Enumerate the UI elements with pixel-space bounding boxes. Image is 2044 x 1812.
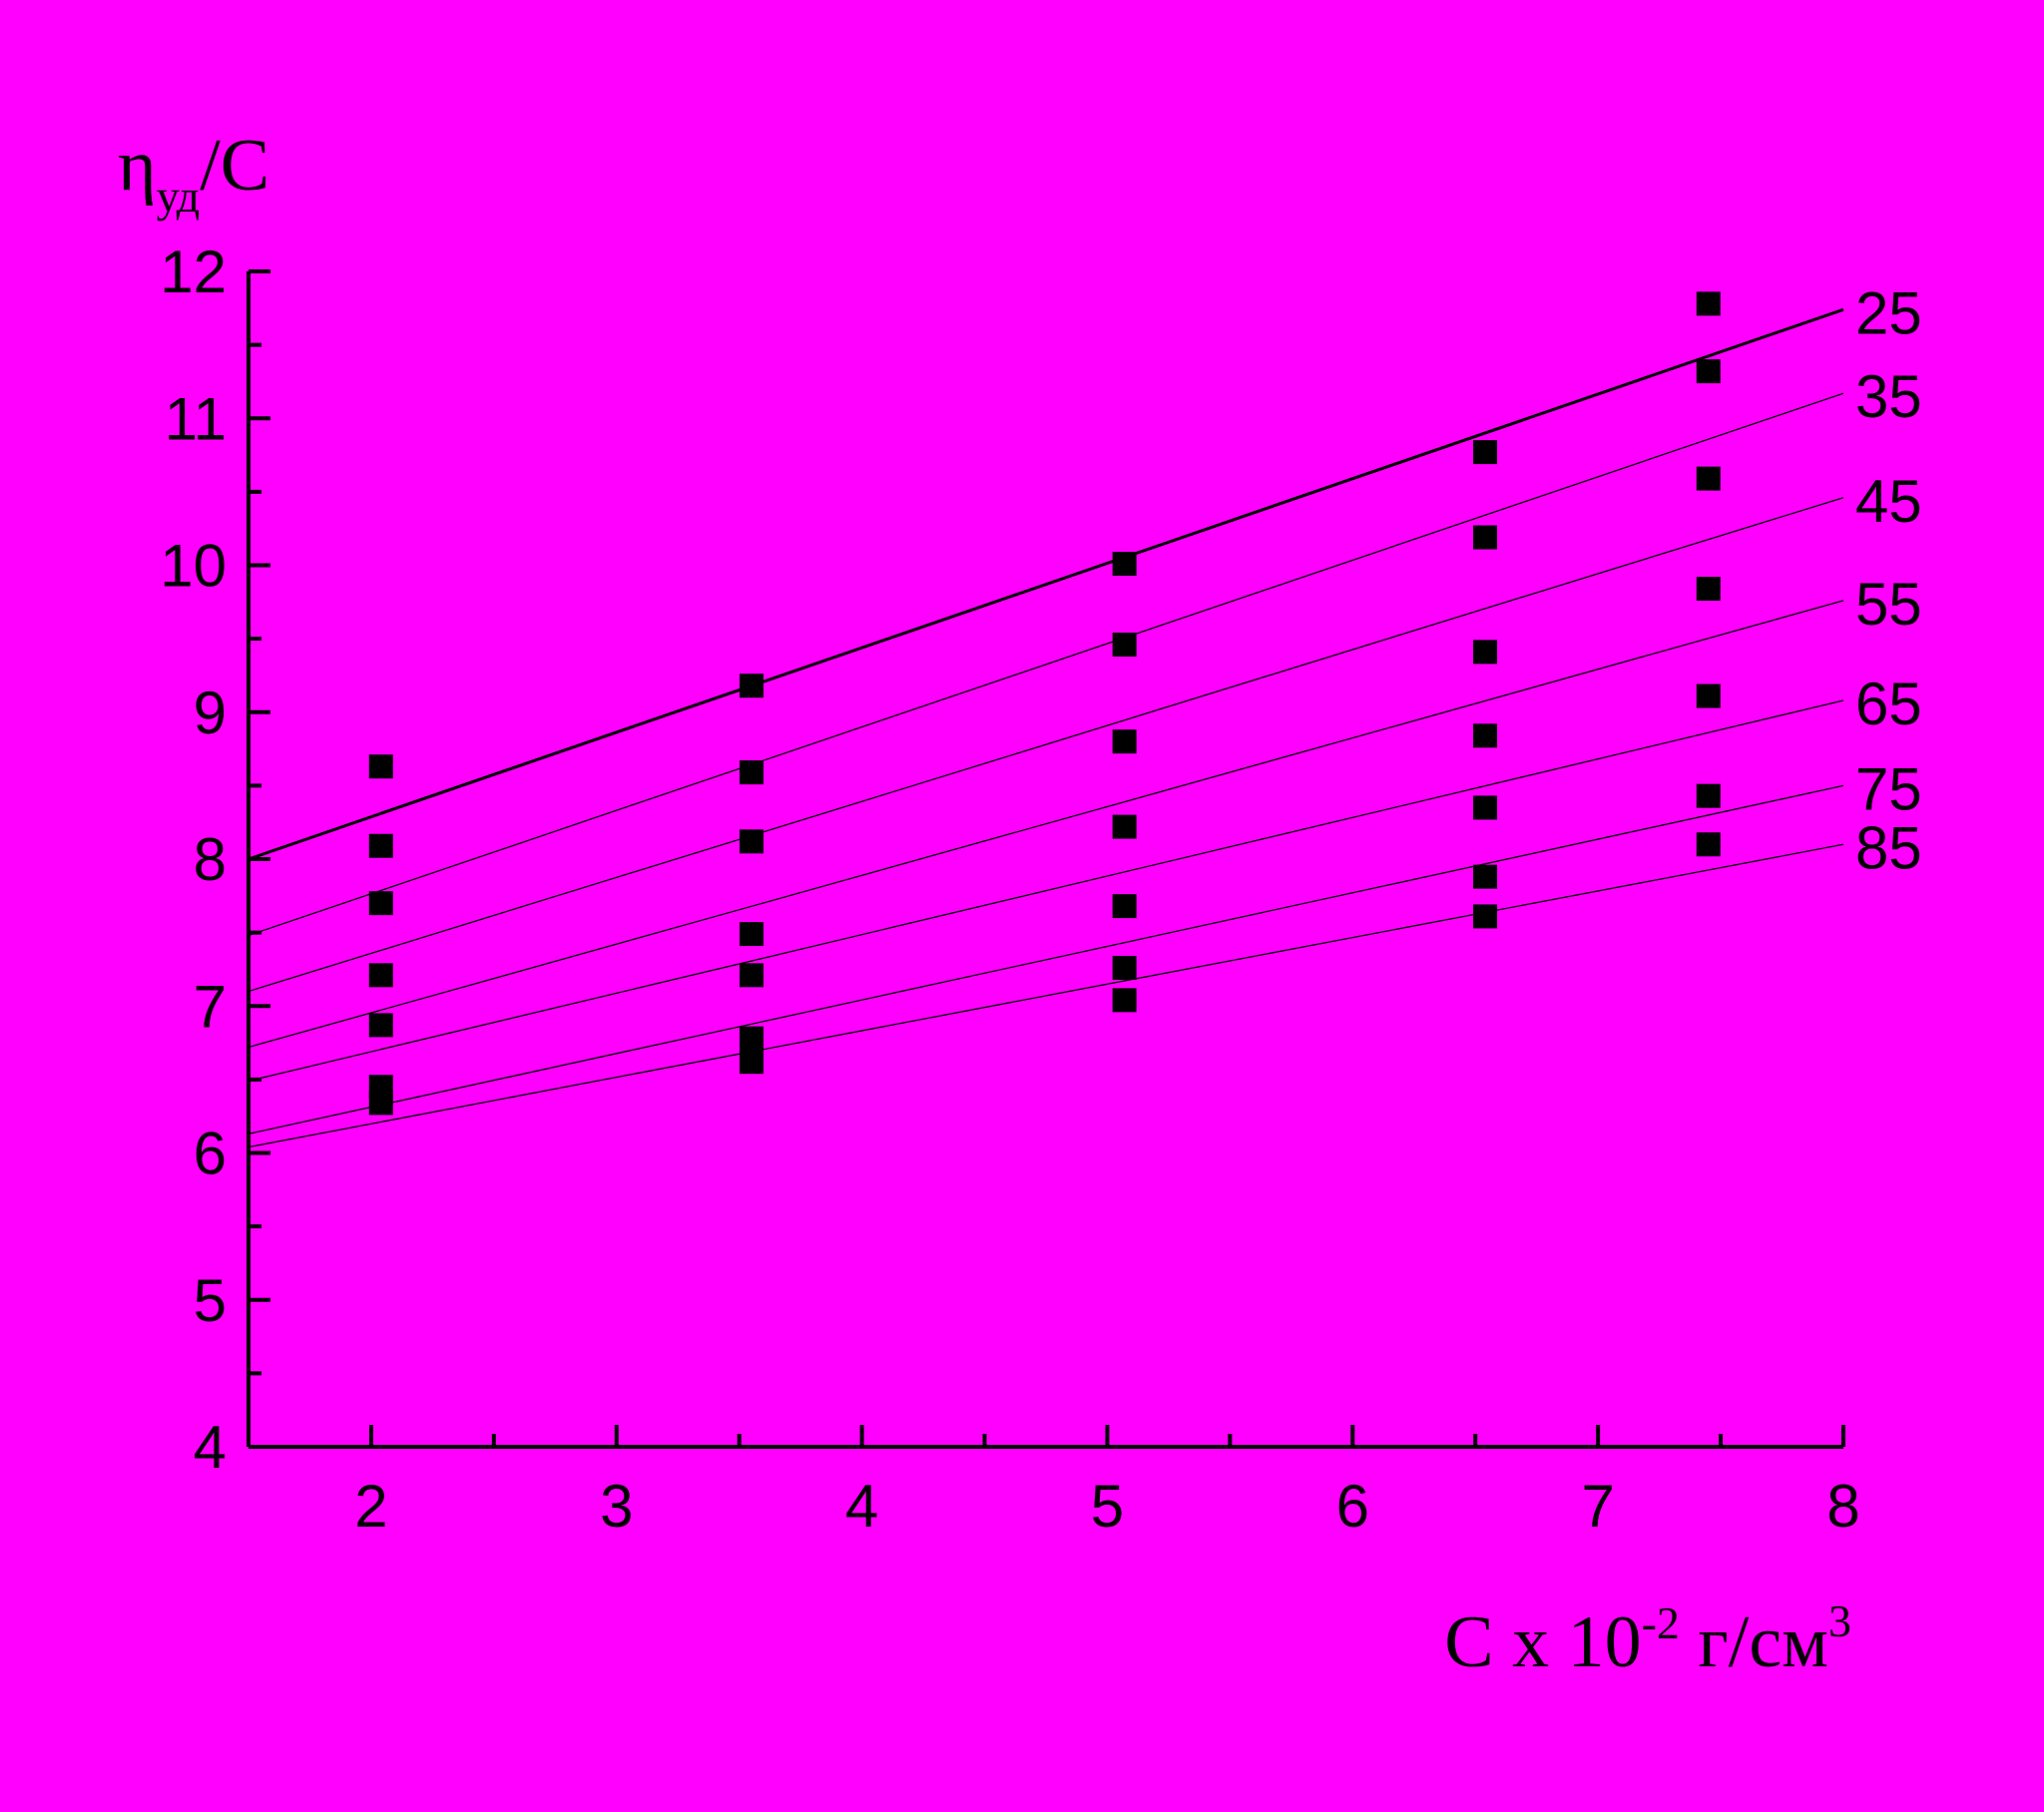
marker	[1696, 577, 1721, 602]
x-title-sup: -2	[1642, 1597, 1680, 1648]
marker	[1473, 525, 1498, 550]
marker	[1473, 440, 1498, 465]
x-tick-label: 6	[1336, 1473, 1369, 1540]
marker	[1112, 729, 1137, 754]
x-tick-label: 3	[600, 1473, 633, 1540]
y-tick-label: 11	[165, 385, 227, 452]
marker	[1112, 894, 1137, 919]
series-label: 75	[1855, 755, 1922, 822]
marker	[739, 1050, 764, 1075]
x-title-sup: 3	[1828, 1595, 1851, 1646]
marker	[368, 1091, 393, 1116]
y-title-rest: /С	[200, 125, 269, 207]
x-title-main: С x 10	[1444, 1601, 1641, 1683]
x-axis-title: С x 10-2 г/см3	[1444, 1595, 1851, 1683]
marker	[739, 674, 764, 698]
marker	[368, 1013, 393, 1038]
series-label: 65	[1855, 671, 1922, 737]
x-tick-label: 5	[1091, 1473, 1124, 1540]
y-tick-label: 4	[194, 1414, 227, 1481]
marker	[739, 1026, 764, 1051]
series-label: 25	[1855, 279, 1922, 346]
y-tick-label: 8	[194, 826, 227, 893]
series-label: 55	[1855, 571, 1922, 638]
marker	[1696, 359, 1721, 384]
marker	[368, 963, 393, 988]
y-tick-label: 7	[194, 973, 227, 1040]
fit-line	[248, 307, 1844, 861]
x-tick-label: 4	[845, 1473, 878, 1540]
fit-line	[248, 699, 1844, 1082]
marker	[1696, 832, 1721, 857]
fit-line	[248, 843, 1844, 1148]
series-label: 35	[1855, 363, 1922, 430]
y-tick-label: 9	[194, 680, 227, 746]
marker	[1112, 814, 1137, 839]
y-tick-label: 5	[194, 1267, 227, 1334]
marker	[1112, 552, 1137, 577]
marker	[739, 922, 764, 947]
series-label: 85	[1855, 814, 1922, 881]
marker	[1696, 291, 1721, 316]
x-tick-label: 2	[354, 1473, 387, 1540]
marker	[368, 754, 393, 779]
fit-line	[248, 497, 1844, 993]
y-tick-label: 10	[160, 533, 227, 600]
fit-line	[248, 784, 1844, 1134]
y-title-main: η	[118, 125, 157, 207]
marker	[739, 760, 764, 785]
marker	[1112, 955, 1137, 980]
marker	[1473, 795, 1498, 820]
marker	[1112, 988, 1137, 1013]
marker	[1473, 904, 1498, 929]
marker	[1696, 783, 1721, 808]
marker	[1696, 683, 1721, 708]
marker	[368, 891, 393, 916]
marker	[1473, 864, 1498, 889]
fit-line	[248, 392, 1844, 937]
x-tick-label: 8	[1826, 1473, 1859, 1540]
fit-line	[248, 600, 1844, 1049]
marker	[1473, 640, 1498, 665]
y-title-sub: уд	[157, 171, 201, 222]
series-label: 45	[1855, 468, 1922, 535]
y-tick-label: 6	[194, 1121, 227, 1187]
x-title-unit: г/см	[1680, 1601, 1828, 1683]
marker	[1696, 466, 1721, 491]
y-tick-label: 12	[160, 238, 227, 305]
marker	[1112, 633, 1137, 658]
x-tick-label: 7	[1581, 1473, 1614, 1540]
marker	[739, 829, 764, 854]
marker	[739, 963, 764, 988]
y-axis-title: ηуд/С	[118, 125, 269, 222]
marker	[1473, 723, 1498, 748]
marker	[368, 833, 393, 858]
